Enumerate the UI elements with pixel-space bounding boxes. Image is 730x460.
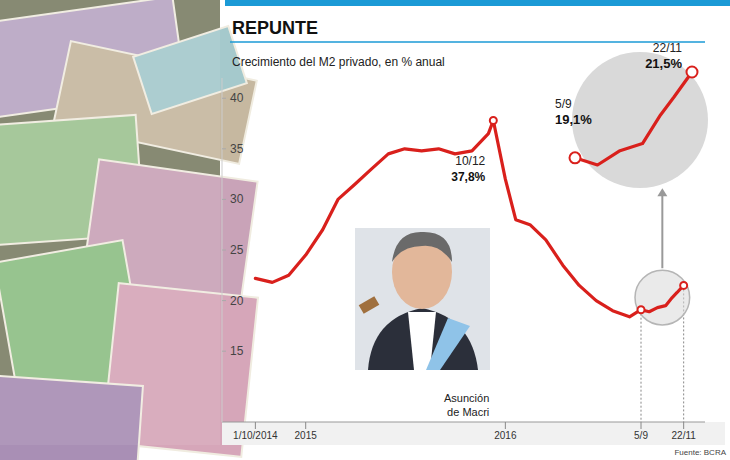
y-tick-label: 30 (230, 192, 244, 206)
x-tick (641, 422, 642, 429)
x-tick (505, 422, 506, 429)
subtitle: Crecimiento del M2 privado, en % anual (232, 55, 445, 69)
x-tick-label: 2016 (494, 430, 517, 441)
y-tick (222, 351, 226, 352)
x-axis-line (222, 422, 705, 423)
event-label-line: de Macri (447, 406, 489, 418)
date-guide (641, 310, 642, 422)
y-tick (222, 98, 226, 99)
y-tick-label: 15 (230, 344, 244, 358)
photo-hair (392, 232, 452, 262)
inset-date: 5/9 (555, 97, 572, 111)
y-tick (222, 300, 226, 301)
x-tick-label: 22/11 (672, 430, 697, 441)
y-tick-label: 35 (230, 142, 244, 156)
photo-sash (426, 318, 470, 370)
point-marker (490, 117, 497, 124)
inset-date: 22/11 (653, 41, 682, 55)
point-marker (680, 282, 687, 289)
x-axis-band (222, 422, 725, 445)
title-rule (230, 41, 705, 43)
y-tick (222, 250, 226, 251)
peak-date: 10/12 (455, 154, 485, 168)
zoom-arrow (661, 194, 663, 268)
inset-value: 21,5% (645, 56, 682, 71)
photo-suit (368, 308, 478, 370)
zoom-circle-small (635, 270, 690, 325)
inset-line (575, 72, 692, 165)
zoom-inset: 5/919,1% 22/1121,5% (555, 41, 708, 188)
photo-bg (0, 0, 220, 445)
title: REPUNTE (232, 18, 318, 38)
event-label-line: Asunción (444, 392, 489, 404)
banknote-photo (0, 0, 258, 460)
annotations: 10/12 37,8% Asunción de Macri (444, 154, 489, 418)
zoom-arrowhead (657, 188, 667, 196)
x-tick-label: 5/9 (634, 430, 648, 441)
photo-baton (359, 296, 380, 314)
y-tick-label: 25 (230, 243, 244, 257)
event-label: Asunción de Macri (444, 392, 489, 418)
y-tick (222, 148, 226, 149)
y-tick-label: 20 (230, 294, 244, 308)
photo-tint (0, 0, 220, 445)
source: Fuente: BCRA (674, 448, 726, 457)
inset-value: 19,1% (555, 112, 592, 127)
y-tick-label: 40 (230, 91, 244, 105)
x-tick-label: 1/10/2014 (233, 430, 278, 441)
y-tick (222, 199, 226, 200)
zoom-circle-large (572, 52, 708, 188)
x-tick-label: 2015 (295, 430, 318, 441)
point-marker (638, 306, 645, 313)
photo-frame (355, 228, 490, 370)
peak-value: 37,8% (451, 170, 485, 184)
chart-root: REPUNTE Crecimiento del M2 privado, en % … (0, 0, 730, 460)
x-tick (683, 422, 684, 429)
point-marker (570, 152, 581, 163)
macri-photo (355, 228, 490, 370)
x-tick (255, 422, 256, 429)
top-band (225, 0, 730, 6)
point-marker (687, 67, 698, 78)
x-tick (305, 422, 306, 429)
